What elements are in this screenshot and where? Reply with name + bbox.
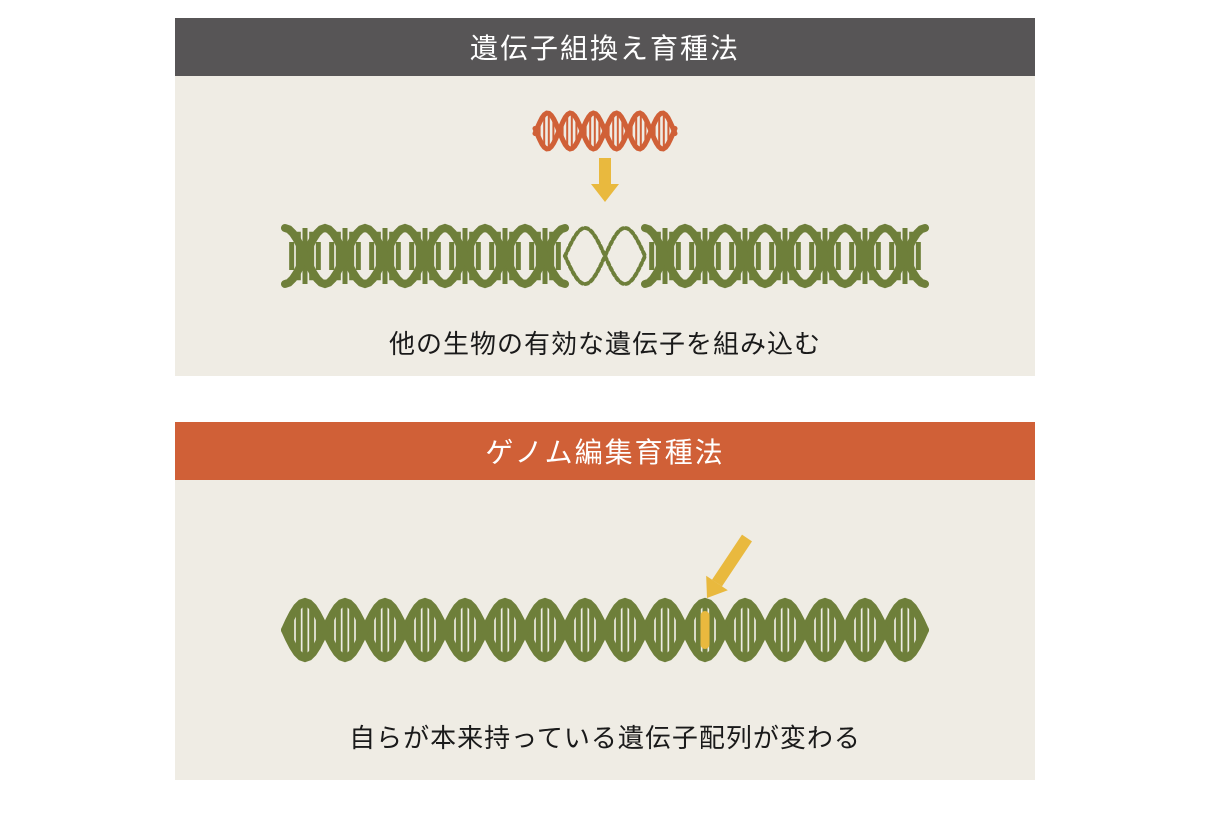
page: 遺伝子組換え育種法 他の生物の有効な遺伝子を組み込む ゲノム編集育種法 自らが本…: [0, 0, 1210, 819]
panel2-title: ゲノム編集育種法: [485, 431, 724, 471]
panel1-caption-text: 他の生物の有効な遺伝子を組み込む: [389, 329, 821, 359]
panel1-caption: 他の生物の有効な遺伝子を組み込む: [175, 324, 1035, 361]
panel1-title: 遺伝子組換え育種法: [470, 27, 740, 67]
panel2-header: ゲノム編集育種法: [175, 422, 1035, 480]
panel1-header: 遺伝子組換え育種法: [175, 18, 1035, 76]
panel-genome-editing: ゲノム編集育種法 自らが本来持っている遺伝子配列が変わる: [175, 422, 1035, 780]
panel1-body: 他の生物の有効な遺伝子を組み込む: [175, 76, 1035, 376]
panel-gene-recombination: 遺伝子組換え育種法 他の生物の有効な遺伝子を組み込む: [175, 18, 1035, 376]
panel2-body: 自らが本来持っている遺伝子配列が変わる: [175, 480, 1035, 780]
panel2-caption-text: 自らが本来持っている遺伝子配列が変わる: [349, 723, 861, 753]
panel2-caption: 自らが本来持っている遺伝子配列が変わる: [175, 718, 1035, 755]
